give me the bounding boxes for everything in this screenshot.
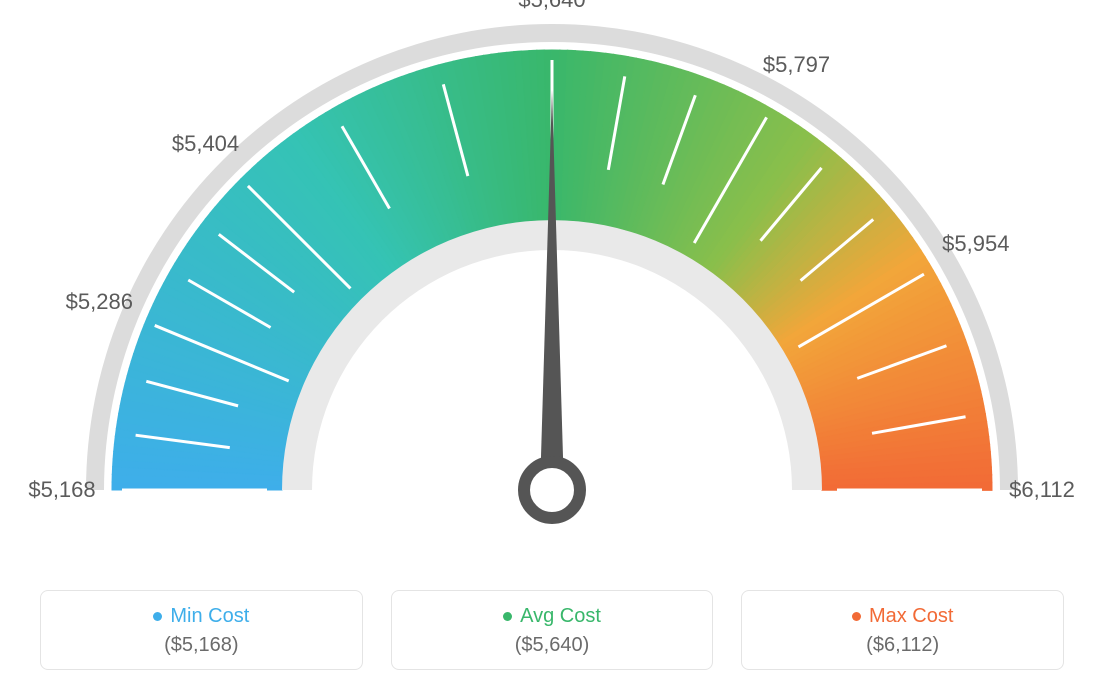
- legend-value-min: ($5,168): [51, 634, 352, 657]
- legend-dot-min: [153, 612, 162, 621]
- gauge-svg: [0, 0, 1104, 560]
- gauge-tick-label: $5,797: [763, 52, 830, 78]
- legend-card-max: Max Cost ($6,112): [741, 590, 1064, 670]
- legend-row: Min Cost ($5,168) Avg Cost ($5,640) Max …: [40, 590, 1064, 670]
- legend-label-avg: Avg Cost: [520, 605, 601, 628]
- legend-value-avg: ($5,640): [402, 634, 703, 657]
- gauge-tick-label: $5,404: [172, 131, 239, 157]
- gauge-tick-label: $5,954: [942, 231, 1009, 257]
- legend-label-min: Min Cost: [170, 605, 249, 628]
- cost-gauge-chart: $5,168 $5,286 $5,404 $5,640 $5,797 $5,954 $6,1…: [0, 0, 1104, 560]
- legend-title-max: Max Cost: [852, 605, 953, 628]
- gauge-tick-label: $5,286: [66, 289, 133, 315]
- legend-card-min: Min Cost ($5,168): [40, 590, 363, 670]
- legend-title-avg: Avg Cost: [503, 605, 601, 628]
- legend-dot-avg: [503, 612, 512, 621]
- gauge-tick-label: $5,640: [518, 0, 585, 13]
- legend-dot-max: [852, 612, 861, 621]
- legend-value-max: ($6,112): [752, 634, 1053, 657]
- gauge-tick-label: $6,112: [1009, 477, 1075, 503]
- legend-title-min: Min Cost: [153, 605, 249, 628]
- legend-card-avg: Avg Cost ($5,640): [391, 590, 714, 670]
- gauge-tick-label: $5,168: [28, 477, 95, 503]
- legend-label-max: Max Cost: [869, 605, 953, 628]
